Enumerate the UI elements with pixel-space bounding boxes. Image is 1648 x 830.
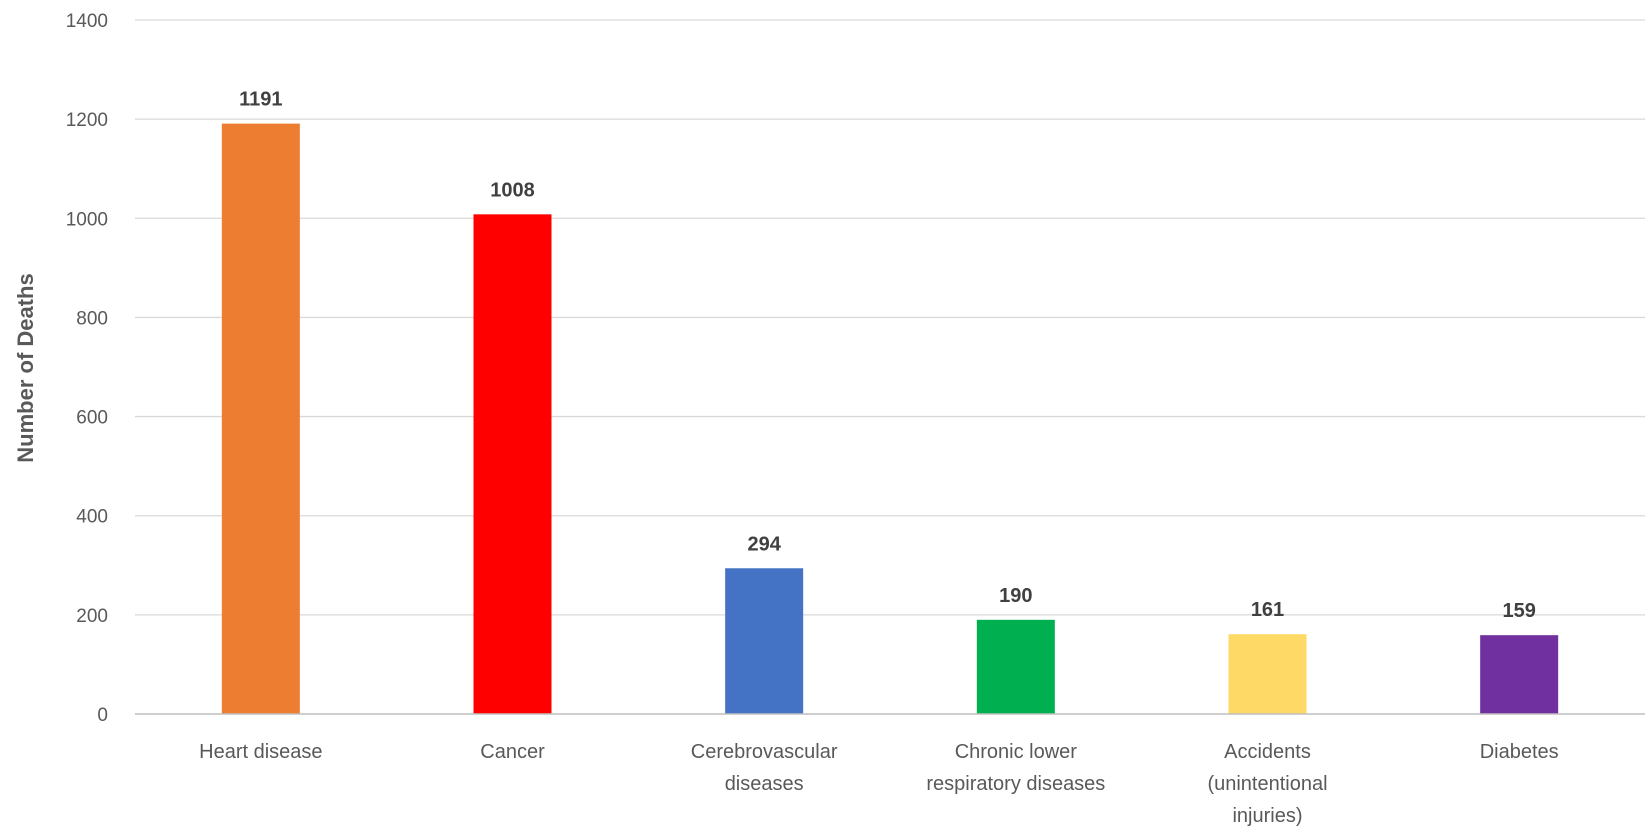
bar: [221, 123, 300, 714]
y-tick-label: 800: [76, 308, 108, 329]
y-axis-ticks: 0 200 400 600 800 1000 1200 1400: [66, 11, 108, 726]
x-category-label: Accidents: [1224, 741, 1311, 763]
y-tick-label: 400: [76, 507, 108, 528]
y-tick-label: 200: [76, 606, 108, 627]
x-category-label: Chronic lower: [955, 741, 1078, 763]
bar: [1480, 635, 1559, 714]
x-category-label: injuries): [1232, 805, 1302, 827]
x-category-label: (unintentional: [1207, 773, 1327, 795]
x-axis-categories: Heart disease Cancer Cerebrovascular diseas…: [199, 741, 1559, 827]
data-label: 159: [1502, 600, 1535, 622]
x-category-label: respiratory diseases: [926, 773, 1105, 795]
data-label: 1191: [239, 89, 282, 111]
x-category-label: Diabetes: [1480, 741, 1559, 763]
bars: [221, 123, 1559, 714]
gridlines: [135, 19, 1645, 616]
data-label: 161: [1251, 599, 1284, 621]
bar: [1228, 634, 1307, 714]
bar: [976, 619, 1055, 714]
bar: [473, 214, 552, 714]
x-category-label: diseases: [725, 773, 804, 795]
bar: [725, 568, 804, 714]
x-category-label: Cancer: [480, 741, 545, 763]
y-tick-label: 600: [76, 408, 108, 429]
y-tick-label: 1400: [66, 11, 108, 32]
data-label: 190: [999, 585, 1032, 607]
y-tick-label: 1000: [66, 209, 108, 230]
data-label: 1008: [490, 179, 535, 201]
x-category-label: Heart disease: [199, 741, 322, 763]
y-tick-label: 1200: [66, 110, 108, 131]
y-axis-title: Number of Deaths: [13, 273, 38, 462]
data-label: 294: [747, 533, 781, 555]
data-labels: 1191 1008 294 190 161 159: [239, 89, 1536, 623]
y-tick-label: 0: [97, 705, 108, 726]
x-category-label: Cerebrovascular: [691, 741, 838, 763]
